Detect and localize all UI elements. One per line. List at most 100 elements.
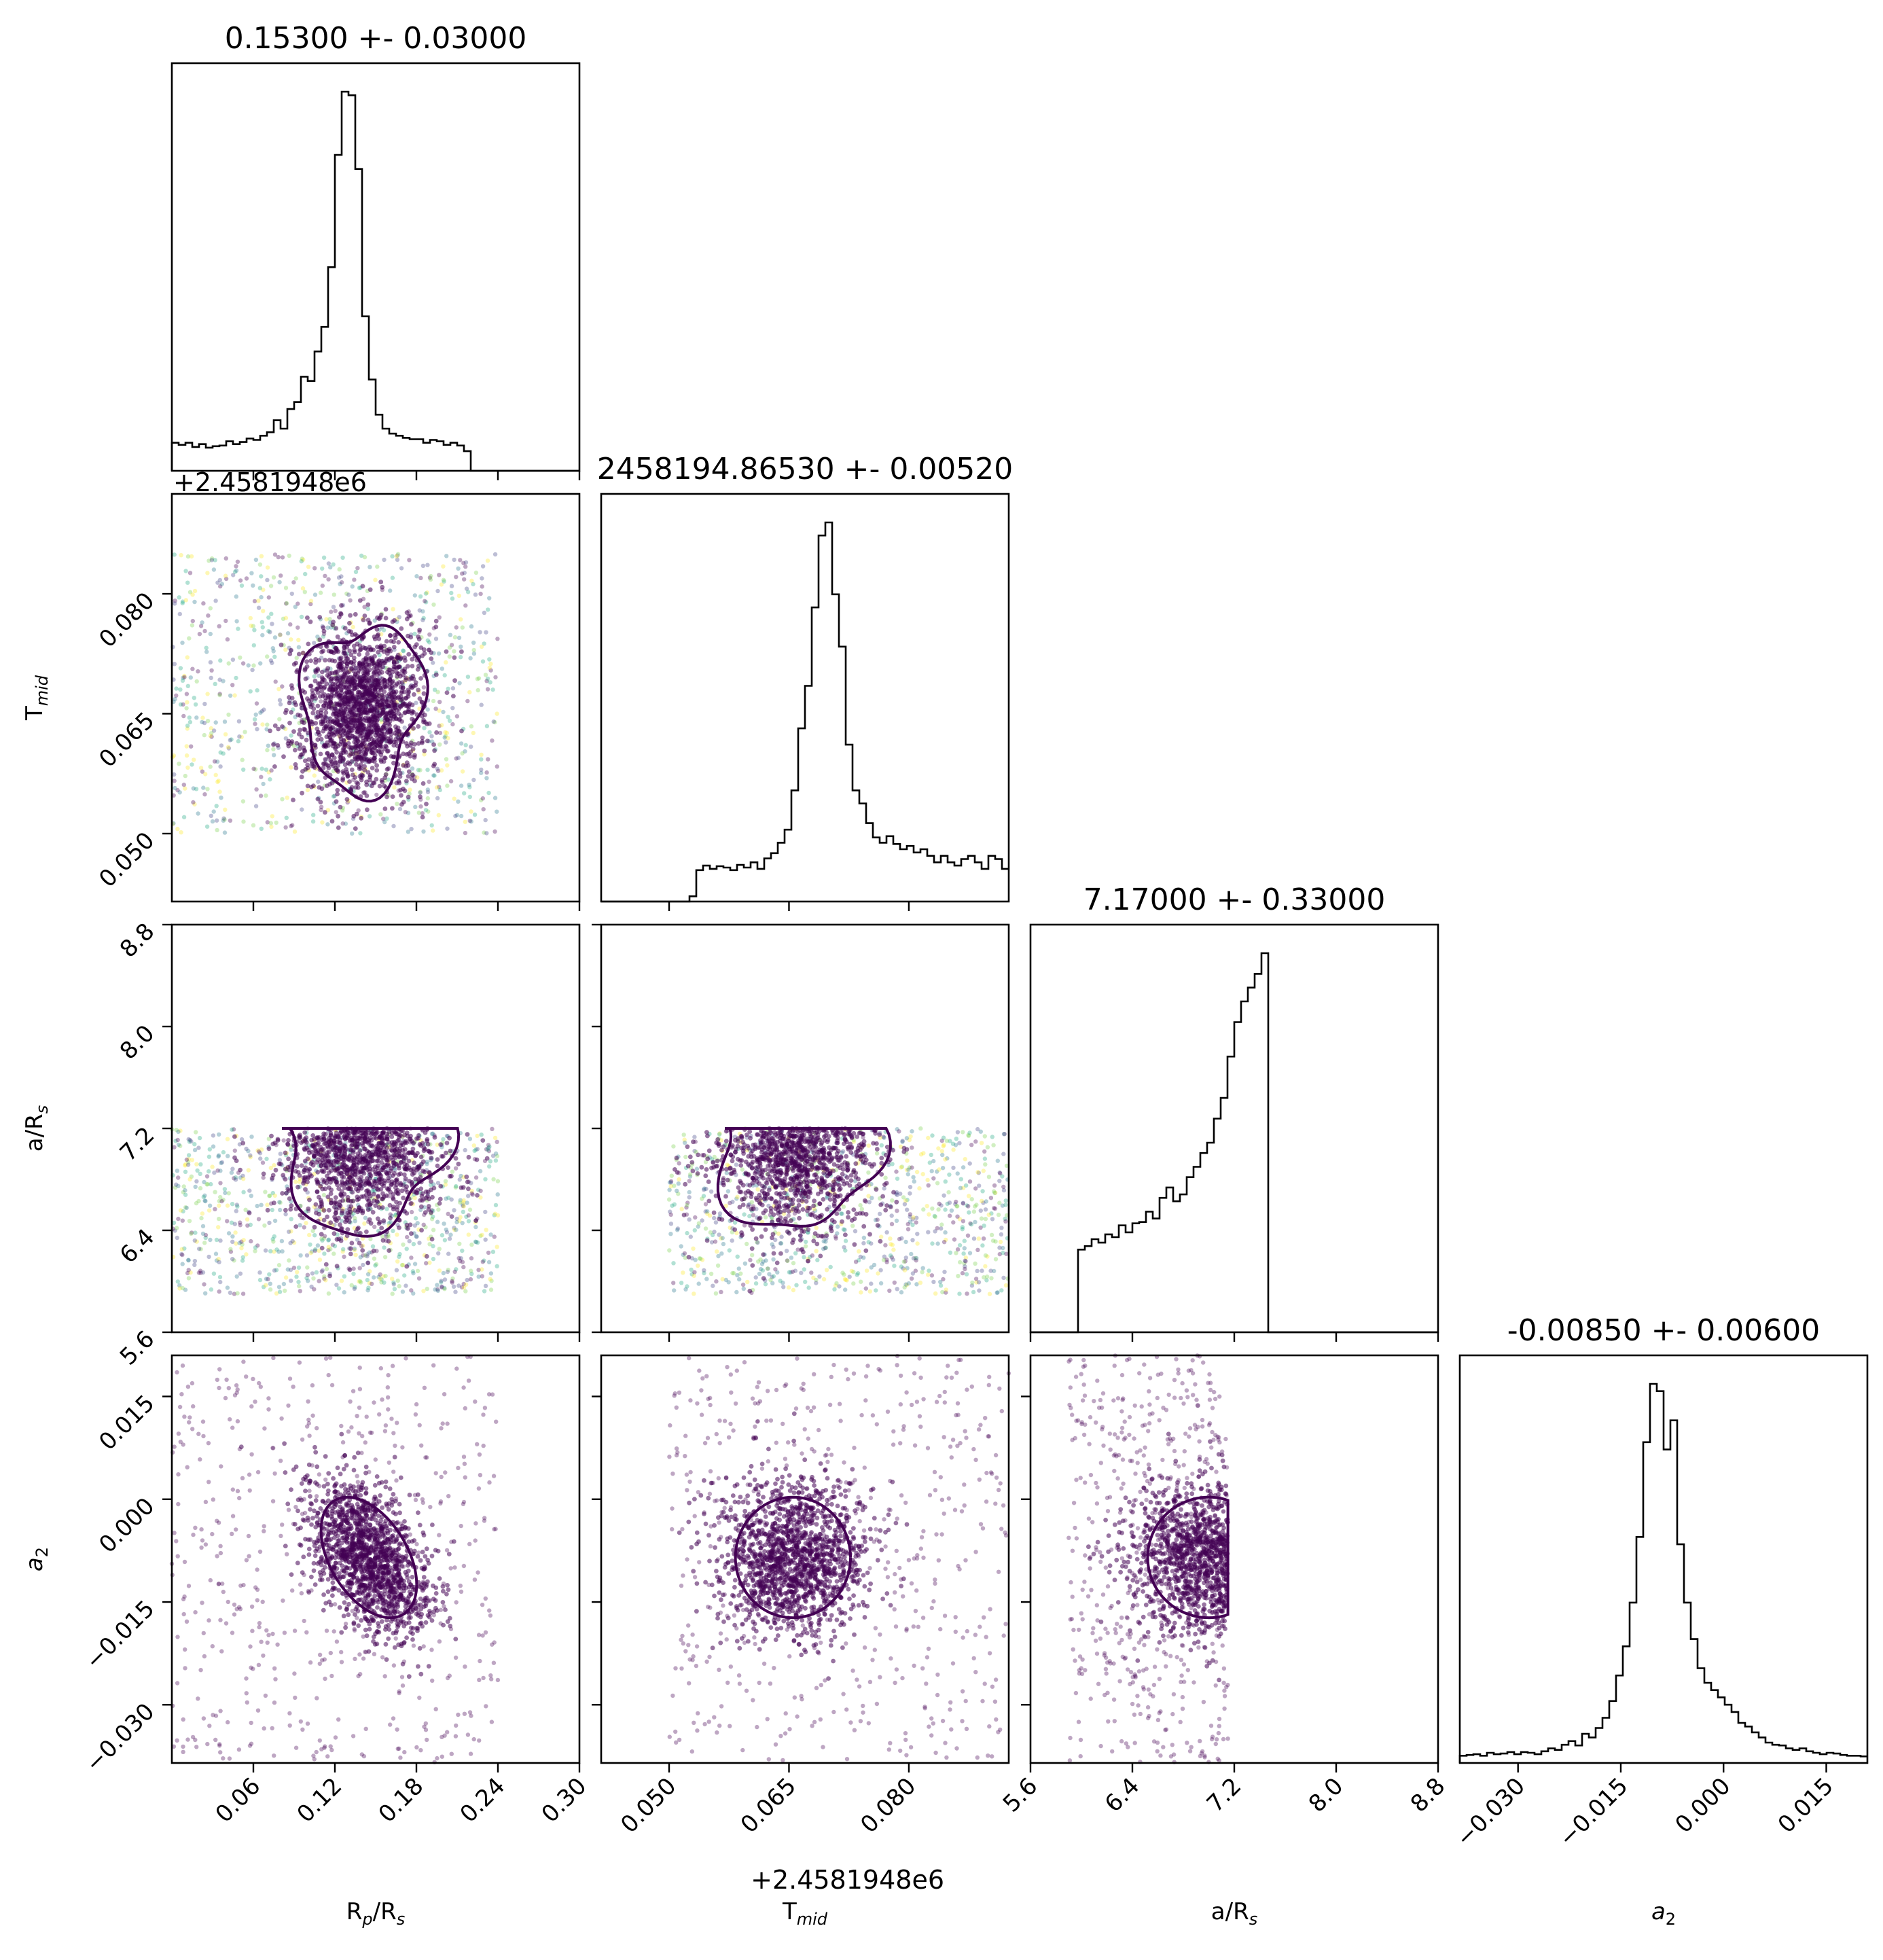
scatter-point [422,752,427,757]
scatter-point [396,736,401,741]
scatter-point [492,719,497,725]
scatter-point [447,1174,452,1179]
scatter-point [340,1198,346,1203]
scatter-point [436,651,442,656]
scatter-point [443,730,448,735]
scatter-point [442,735,447,740]
scatter-point [915,1241,920,1246]
scatter-point [217,1289,221,1294]
scatter-point [492,796,498,800]
scatter-point [384,647,389,653]
scatter-point [342,713,348,718]
scatter-point [409,1255,414,1260]
scatter-point [209,731,214,736]
scatter-point [399,690,404,696]
scatter-point [193,702,198,707]
scatter-point [280,684,285,689]
scatter-point [416,637,422,642]
scatter-point [747,1213,752,1219]
scatter-point [419,1228,424,1233]
scatter-point [454,1219,459,1225]
scatter-point [186,1153,192,1158]
scatter-point [977,1288,982,1293]
scatter-point [380,1165,386,1171]
scatter-point [374,626,380,632]
scatter-point [460,625,465,630]
scatter-point [295,625,300,630]
scatter-point [360,1169,365,1174]
scatter-point [426,809,431,814]
scatter-point [176,1142,181,1147]
scatter-point [363,666,367,671]
scatter-point [217,1260,221,1265]
scatter-point [467,1207,473,1212]
scatter-point [331,1231,337,1236]
scatter-point [342,762,348,768]
scatter-point [338,739,344,745]
scatter-point [324,1180,329,1186]
scatter-point [319,804,324,810]
scatter-point [319,1168,325,1173]
scatter-point [321,625,326,630]
scatter-point [445,826,450,831]
scatter-point [357,1241,362,1246]
scatter-point [444,1230,450,1234]
scatter-point [465,1132,470,1137]
scatter-point [312,1224,317,1230]
scatter-point [364,793,370,798]
scatter-point [355,1139,360,1144]
scatter-point [175,1137,180,1143]
scatter-point [197,632,202,637]
scatter-point [406,613,412,619]
scatter-point [319,807,323,813]
scatter-point [487,657,492,662]
scatter-point [461,560,466,565]
scatter-point [412,593,417,598]
scatter-point [931,1176,936,1181]
scatter-point [895,1287,899,1291]
scatter-point [360,707,365,712]
scatter-point [412,1262,418,1266]
scatter-point [323,1154,328,1159]
scatter-point [462,791,467,796]
scatter-point [400,1289,406,1294]
scatter-point [308,601,313,607]
scatter-point [449,584,454,588]
scatter-point [222,830,228,835]
scatter-point [294,1275,299,1279]
scatter-point [803,1279,808,1285]
scatter-point [406,794,411,800]
scatter-point [327,1135,331,1141]
scatter-point [215,759,220,764]
scatter-point [456,755,461,760]
scatter-point [268,821,273,825]
scatter-point [406,652,412,657]
scatter-point [339,694,344,698]
scatter-point [181,675,185,680]
scatter-point [333,1150,338,1156]
scatter-point [372,670,377,675]
scatter-point [961,1165,966,1170]
scatter-point [955,1130,961,1135]
scatter-point [423,1195,429,1200]
scatter-point [692,1135,697,1139]
scatter-point [418,789,423,794]
scatter-point [409,622,414,627]
scatter-point [478,1188,483,1194]
scatter-point [374,742,379,747]
scatter-point [331,693,336,698]
scatter-point [283,736,288,741]
scatter-point [395,1232,399,1237]
scatter-point [365,1253,370,1259]
scatter-point [791,1287,796,1293]
scatter-point [185,765,190,770]
scatter-point [914,1255,919,1261]
scatter-point [889,1213,894,1218]
scatter-point [319,736,324,742]
scatter-point [253,712,258,717]
scatter-point [198,766,204,770]
scatter-point [241,767,246,772]
scatter-point [172,662,177,666]
scatter-point [253,804,259,808]
scatter-point [315,796,321,802]
